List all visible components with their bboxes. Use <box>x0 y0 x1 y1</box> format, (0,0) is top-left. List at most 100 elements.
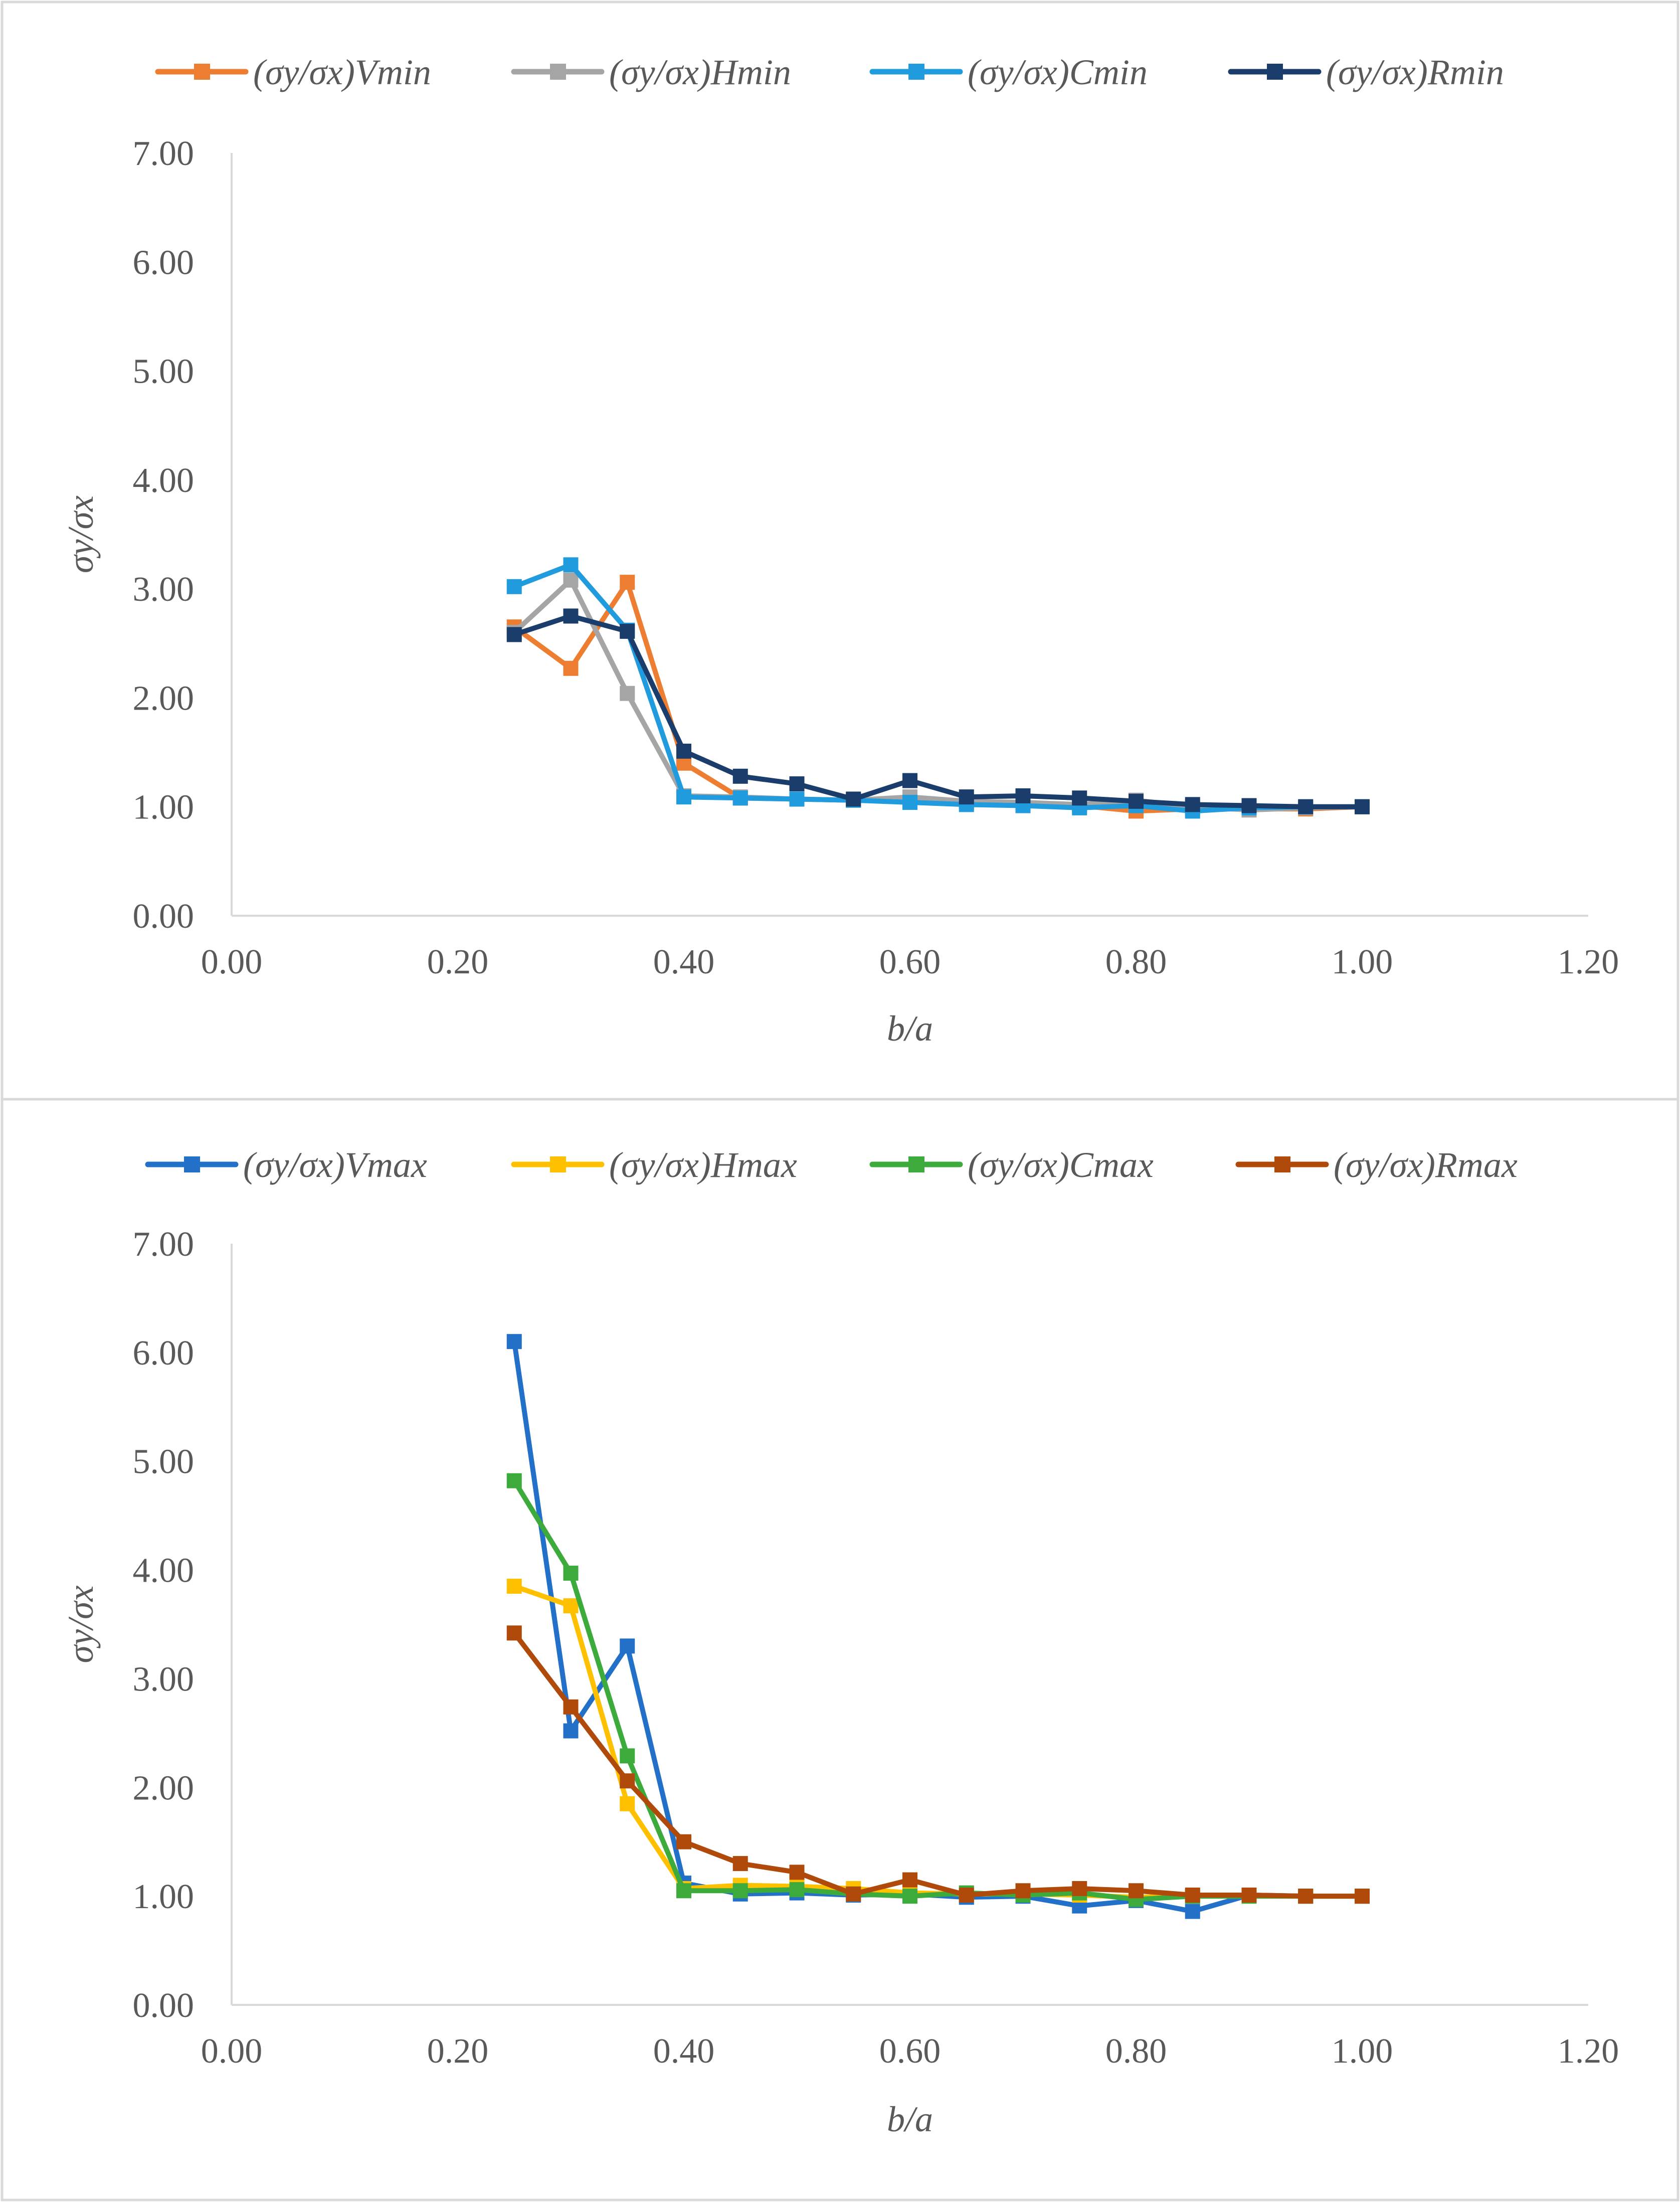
data-point-marker <box>1072 790 1087 806</box>
data-point-marker <box>846 1886 861 1902</box>
series-4 <box>506 1625 1370 1904</box>
data-point-marker <box>506 1625 522 1641</box>
data-point-marker <box>506 1473 522 1488</box>
legend-label: (σy/σx)Cmin <box>968 52 1148 92</box>
y-tick-label: 3.00 <box>133 570 195 609</box>
data-point-marker <box>506 579 522 594</box>
y-tick-label: 1.00 <box>133 788 195 827</box>
y-tick-label: 2.00 <box>133 1769 195 1807</box>
y-tick-label: 0.00 <box>133 1986 195 2025</box>
legend-label: (σy/σx)Vmin <box>253 52 431 92</box>
data-point-marker <box>620 1748 635 1764</box>
legend-marker-swatch <box>184 1156 200 1172</box>
legend-label: (σy/σx)Hmax <box>609 1145 797 1185</box>
x-tick-label: 1.00 <box>1332 943 1393 981</box>
data-point-marker <box>1129 1883 1144 1899</box>
data-point-marker <box>732 1856 748 1872</box>
legend-item-2: (σy/σx)Hmin <box>511 52 791 92</box>
legend-item-3: (σy/σx)Cmax <box>869 1145 1154 1185</box>
data-point-marker <box>1298 799 1314 814</box>
x-axis-title: b/a <box>887 2099 933 2139</box>
data-point-marker <box>676 1834 691 1849</box>
chart-border <box>1 1 1679 1101</box>
y-tick-label: 1.00 <box>133 1878 195 1916</box>
data-point-marker <box>1185 1904 1200 1919</box>
data-point-marker <box>563 660 579 676</box>
data-point-marker <box>506 1579 522 1594</box>
y-tick-label: 4.00 <box>133 1552 195 1590</box>
x-tick-label: 0.80 <box>1105 2032 1167 2071</box>
data-point-marker <box>676 743 691 759</box>
data-point-marker <box>732 1883 748 1899</box>
chart-max-ratio: 0.00 1.00 2.00 3.00 4.00 5.00 6.00 7.00 0.00 0.20… <box>1 1098 1679 2201</box>
data-point-marker <box>789 776 805 792</box>
data-point-marker <box>732 790 748 806</box>
x-tick-label: 1.00 <box>1332 2032 1393 2071</box>
data-point-marker <box>1355 799 1370 814</box>
data-point-marker <box>620 623 635 639</box>
legend-item-4: (σy/σx)Rmax <box>1235 1145 1518 1185</box>
data-point-marker <box>563 1699 579 1715</box>
x-tick-label: 0.20 <box>427 2032 489 2071</box>
data-point-marker <box>563 557 579 573</box>
data-point-marker <box>902 795 917 810</box>
data-point-marker <box>732 768 748 784</box>
data-point-marker <box>1355 1889 1370 1904</box>
data-point-marker <box>1129 793 1144 809</box>
data-point-marker <box>506 1334 522 1349</box>
data-point-marker <box>902 773 917 788</box>
x-tick-label: 1.20 <box>1558 943 1619 981</box>
y-tick-label: 5.00 <box>133 353 195 391</box>
x-tick-label: 0.40 <box>653 943 715 981</box>
data-point-marker <box>1185 1887 1200 1903</box>
legend-item-1: (σy/σx)Vmin <box>155 52 431 92</box>
data-point-marker <box>902 1889 917 1904</box>
legend-label: (σy/σx)Hmin <box>609 52 791 92</box>
data-point-marker <box>789 791 805 807</box>
legend-label: (σy/σx)Rmax <box>1334 1145 1518 1185</box>
x-tick-label: 0.60 <box>879 943 941 981</box>
x-axis-title: b/a <box>887 1008 933 1049</box>
series-line <box>511 1630 1365 1899</box>
legend-item-3: (σy/σx)Cmin <box>869 52 1148 92</box>
series-line <box>511 562 1365 814</box>
legend-label: (σy/σx)Cmax <box>968 1145 1154 1185</box>
data-point-marker <box>846 791 861 807</box>
x-tick-label: 0.00 <box>201 2032 263 2071</box>
data-point-marker <box>620 1638 635 1654</box>
y-tick-label: 0.00 <box>133 897 195 936</box>
x-tick-label: 0.00 <box>201 943 263 981</box>
chart-border <box>1 1098 1679 2201</box>
legend-marker-swatch <box>194 64 210 80</box>
x-tick-label: 0.20 <box>427 943 489 981</box>
data-point-marker <box>1015 788 1031 803</box>
legend-marker-swatch <box>1274 1156 1290 1172</box>
data-point-marker <box>1015 1883 1031 1899</box>
y-tick-label: 7.00 <box>133 134 195 173</box>
chart-min-ratio: 0.00 1.00 2.00 3.00 4.00 5.00 6.00 7.00 0.00 0.20… <box>1 1 1679 1101</box>
data-point-marker <box>1298 1889 1314 1904</box>
y-tick-label: 4.00 <box>133 461 195 500</box>
legend-marker-swatch <box>908 1156 924 1172</box>
legend-marker-swatch <box>550 1156 566 1172</box>
data-point-marker <box>676 789 691 805</box>
series-line <box>511 613 1365 809</box>
x-tick-label: 0.40 <box>653 2032 715 2071</box>
data-point-marker <box>1241 1887 1257 1903</box>
data-point-marker <box>620 1773 635 1789</box>
y-tick-label: 7.00 <box>133 1225 195 1264</box>
data-point-marker <box>1072 1881 1087 1896</box>
data-point-marker <box>620 575 635 590</box>
legend-label: (σy/σx)Vmax <box>243 1145 427 1185</box>
legend-marker-swatch <box>908 64 924 80</box>
data-point-marker <box>563 572 579 588</box>
legend-label: (σy/σx)Rmin <box>1326 52 1504 92</box>
x-tick-label: 0.60 <box>879 2032 941 2071</box>
x-tick-label: 1.20 <box>1558 2032 1619 2071</box>
y-tick-label: 6.00 <box>133 243 195 282</box>
legend-marker-swatch <box>1267 64 1283 80</box>
y-tick-label: 2.00 <box>133 679 195 718</box>
data-point-marker <box>563 1566 579 1581</box>
series-4 <box>506 608 1370 814</box>
